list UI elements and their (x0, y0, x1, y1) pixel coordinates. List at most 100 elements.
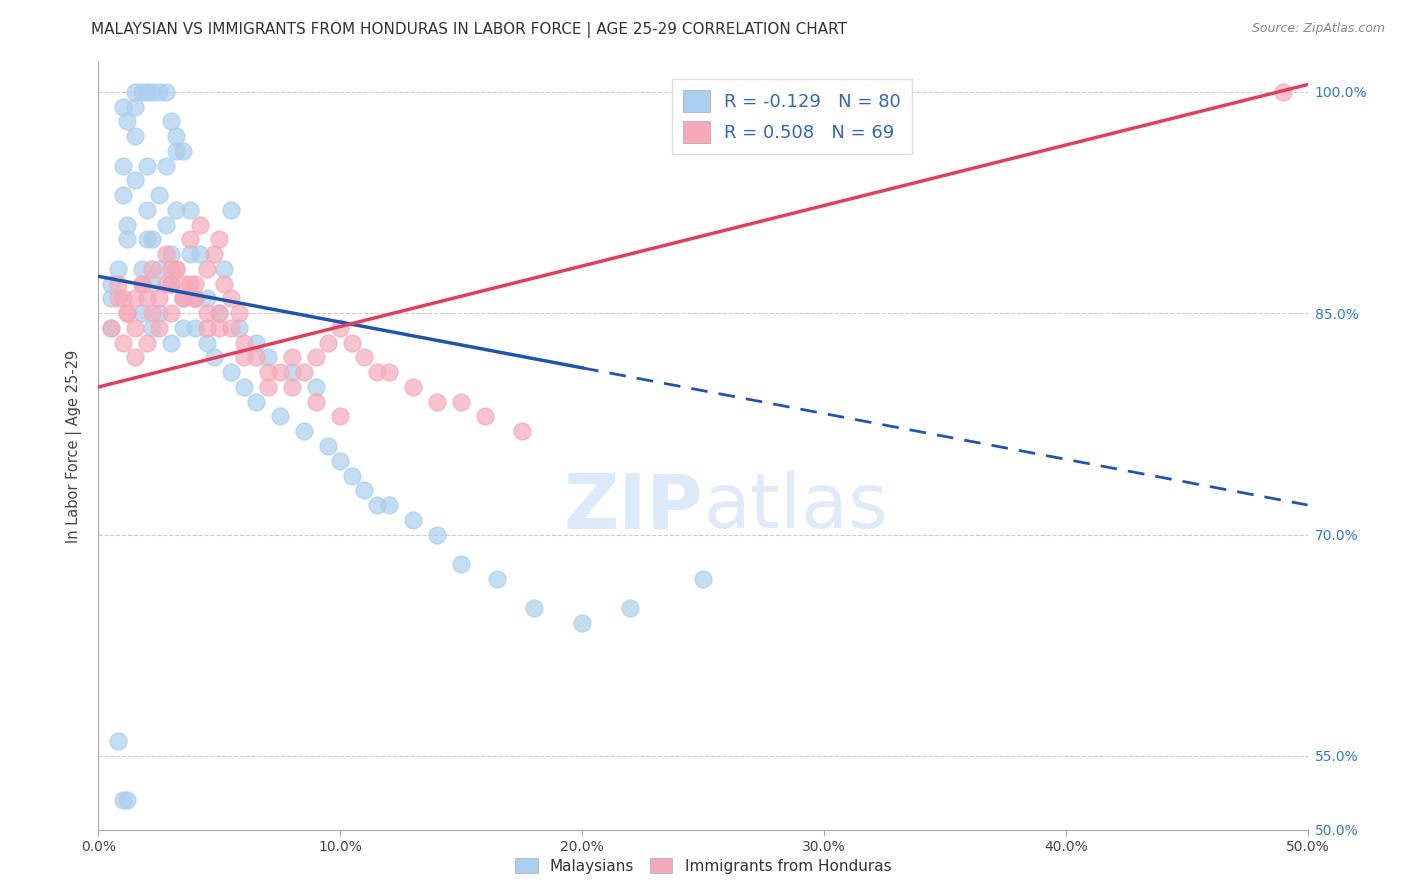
Point (117, 114, 139, 128)
Point (160, 247, 183, 261)
Point (107, 292, 129, 306)
Point (195, 262, 218, 277)
Point (426, 394, 449, 409)
Point (131, 85, 153, 99)
Point (160, 277, 183, 291)
Point (221, 202, 243, 217)
Point (111, 159, 134, 173)
Point (377, 365, 399, 379)
Point (107, 262, 129, 277)
Point (221, 292, 243, 306)
Point (232, 351, 254, 365)
Point (141, 277, 163, 291)
Point (281, 365, 304, 379)
Point (165, 144, 187, 158)
Point (571, 615, 593, 630)
Point (474, 409, 496, 424)
Point (212, 262, 235, 277)
Point (342, 335, 364, 350)
Point (179, 277, 201, 291)
Point (232, 380, 254, 394)
Point (195, 292, 218, 306)
Point (172, 292, 194, 306)
Point (155, 218, 177, 232)
Legend: R = -0.129   N = 80, R = 0.508   N = 69: R = -0.129 N = 80, R = 0.508 N = 69 (672, 79, 911, 154)
Point (141, 232, 163, 246)
Point (208, 306, 231, 320)
Point (281, 351, 304, 365)
Point (148, 321, 170, 335)
Point (450, 557, 472, 571)
Point (342, 468, 364, 483)
Point (188, 218, 211, 232)
Point (619, 601, 641, 615)
Point (245, 394, 267, 409)
Point (232, 335, 254, 350)
Point (366, 498, 388, 512)
Point (124, 351, 146, 365)
Point (208, 321, 231, 335)
Point (165, 262, 187, 277)
Point (117, 306, 139, 320)
Point (135, 159, 157, 173)
Point (208, 232, 231, 246)
Point (100, 277, 122, 291)
Point (184, 292, 207, 306)
Point (329, 321, 352, 335)
Point (160, 277, 183, 291)
Point (305, 380, 328, 394)
Point (111, 793, 134, 807)
Y-axis label: In Labor Force | Age 25-29: In Labor Force | Age 25-29 (66, 350, 83, 542)
Point (100, 321, 122, 335)
Point (107, 277, 129, 291)
Point (179, 202, 201, 217)
Point (188, 247, 211, 261)
Point (204, 351, 226, 365)
Point (195, 306, 218, 320)
Point (131, 277, 153, 291)
Point (184, 277, 207, 291)
Point (184, 321, 207, 335)
Point (269, 365, 291, 379)
Point (141, 306, 163, 320)
Point (172, 292, 194, 306)
Point (329, 409, 352, 424)
Point (353, 351, 375, 365)
Point (510, 424, 533, 438)
Point (117, 218, 139, 232)
Point (204, 247, 226, 261)
Point (228, 321, 250, 335)
Point (692, 572, 714, 586)
Point (269, 409, 291, 424)
Point (148, 188, 170, 202)
Point (117, 306, 139, 320)
Point (179, 232, 201, 246)
Point (172, 144, 194, 158)
Point (124, 292, 146, 306)
Point (135, 335, 157, 350)
Point (195, 321, 218, 335)
Point (160, 306, 183, 320)
Point (212, 277, 235, 291)
Point (160, 335, 183, 350)
Point (256, 365, 278, 379)
Point (195, 335, 218, 350)
Point (165, 202, 187, 217)
Point (155, 277, 177, 291)
Point (107, 734, 129, 748)
Point (100, 321, 122, 335)
Point (148, 262, 170, 277)
Point (179, 247, 201, 261)
Point (402, 380, 425, 394)
Point (305, 351, 328, 365)
Point (245, 335, 267, 350)
Point (1272, 85, 1295, 99)
Point (184, 292, 207, 306)
Point (221, 365, 243, 379)
Point (160, 262, 183, 277)
Point (124, 129, 146, 144)
Point (281, 380, 304, 394)
Point (402, 513, 425, 527)
Text: ZIP: ZIP (564, 470, 703, 544)
Point (155, 159, 177, 173)
